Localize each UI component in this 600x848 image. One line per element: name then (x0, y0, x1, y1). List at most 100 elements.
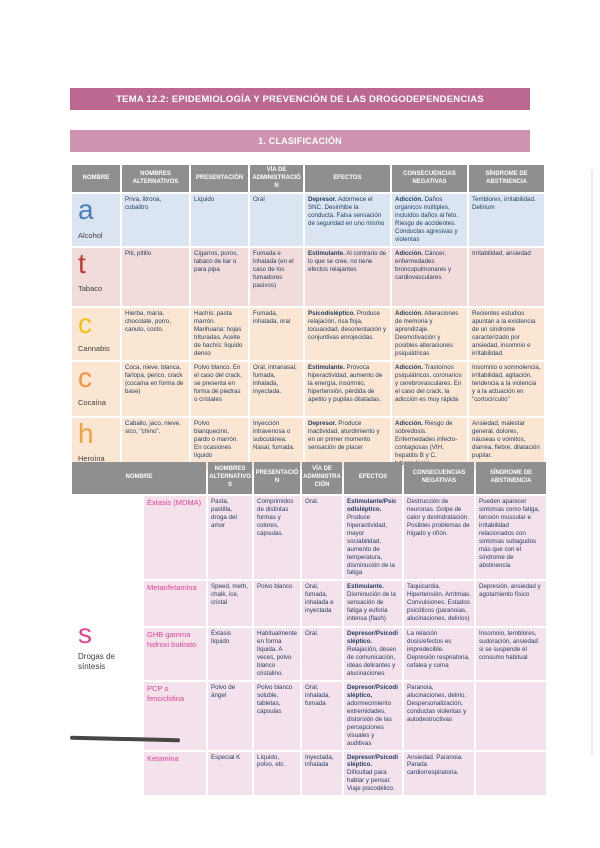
cell-efectos: Estimulante. Disminución de la sensación… (344, 581, 403, 627)
cell-alternativos: Priva, litrona, cubalitro (122, 194, 189, 247)
cell-presentacion: Polvo blanco. En el caso del crack, se p… (191, 362, 248, 417)
cell-sindrome: Irritabilidad, ansiedad (469, 248, 544, 307)
column-header-nombre: NOMBRE (72, 165, 120, 193)
cell-efectos: Depresor/Psicodisléptico. Relajación, de… (344, 628, 403, 680)
efectos-text: Al contrario de lo que se cree, no tiene… (308, 250, 387, 273)
cell-consecuencias: Adicción. Trastornos psiquiátricos, coro… (392, 362, 467, 417)
efectos-lead: Depresor/Psicodisléptico. (347, 630, 398, 646)
cell-consecuencias: Adicción. Daños orgánicos múltiples, inc… (392, 194, 467, 247)
cell-presentacion: Habitualmente en forma líquida. A veces,… (254, 628, 301, 680)
consecuencias-text: Daños orgánicos múltiples, incluidos dañ… (395, 196, 458, 244)
column-header-consecuencias: CONSECUENCIAS NEGATIVAS (392, 165, 467, 193)
cell-via: Fumada e inhalada (en el caso de los fum… (250, 248, 303, 307)
cell-via: Oral, fumada, inhalada e inyectada (302, 581, 343, 627)
cell-via: Oral (250, 194, 303, 247)
consecuencias-text: Trastornos psiquiátricos, coronarios y c… (395, 364, 462, 403)
drug-initial: h (78, 418, 94, 450)
cell-efectos: Estimulante. Al contrario de lo que se c… (305, 248, 390, 307)
cell-presentacion: Polvo blanquecino, pardo o marrón. En oc… (191, 418, 248, 470)
drug-initial: t (78, 248, 86, 280)
column-header-presentacion: PRESENTACIÓN (191, 165, 248, 193)
consecuencias-lead: Adicción. (395, 196, 423, 204)
consecuencias-text: Ansiedad. Paranoia. Parada cardiorrespir… (407, 753, 463, 777)
consecuencias-text: Destrucción de neuronas. Golpe de calor … (407, 498, 470, 537)
drug-name: Alcohol (78, 230, 103, 240)
table-row-extasis: s Drogas de síntesis Éxtasis (MDMA) Past… (72, 496, 547, 796)
cell-alternativos: Speed, meth, chalk, ice, cristal (208, 581, 253, 627)
cell-presentacion: Cigarros, puros, tabaco de liar o para p… (191, 248, 248, 307)
page-title: TEMA 12.2: EPIDEMIOLOGÍA Y PREVENCIÓN DE… (70, 88, 530, 110)
efectos-lead: Psicodisléptico. (308, 310, 356, 318)
drug-letter-cell: c Cocaína (72, 362, 120, 417)
table-header-row: NOMBRE NOMBRES ALTERNATIVOS PRESENTACIÓN… (72, 165, 544, 193)
cell-consecuencias: Adicción. Alteraciones de memoria y apre… (392, 308, 467, 361)
cell-sindrome (476, 682, 547, 750)
table-row-tabaco: t Tabaco Piti, pitillo Cigarros, puros, … (72, 248, 544, 307)
drug-initial: c (78, 308, 92, 340)
drugs-table-synthetic: NOMBRE NOMBRES ALTERNATIVOS PRESENTACIÓN… (70, 460, 548, 797)
drug-name: Heroína (78, 454, 105, 464)
cell-consecuencias: La relación dosis/efectos es impredecibl… (404, 628, 475, 680)
cell-sindrome: Depresión, ansiedad y agotamiento físico (476, 581, 547, 627)
efectos-lead: Estimulante. (347, 583, 384, 591)
column-header-alternativos: NOMBRES ALTERNATIVOS (122, 165, 189, 193)
column-header-efectos: EFECTOS (305, 165, 390, 193)
cell-alternativos: Especial K (208, 751, 253, 796)
drug-letter-cell: c Cannabis (72, 308, 120, 361)
cell-alternativos: Caballo, jaco, nieve, sico, "chino". (122, 418, 189, 470)
cell-sindrome: Temblores, irritabilidad. Delirium (469, 194, 544, 247)
cell-nombre: Ketamina (144, 751, 207, 796)
cell-alternativos: Hierba, maría, chocolate, porro, canuto,… (122, 308, 189, 361)
consecuencias-lead: Adicción. (395, 250, 423, 258)
efectos-text: Produce relajación, risa floja, locuacid… (308, 310, 387, 341)
efectos-text: Produce hiperactividad, mayor sociabilid… (347, 513, 395, 577)
efectos-text: Relajación, deseo de comunicación, ideas… (347, 646, 397, 678)
drug-name: Cannabis (78, 344, 110, 354)
consecuencias-text: Taquicardia. Hipertensión. Arritmias. Co… (407, 583, 471, 623)
cell-efectos: Psicodisléptico. Produce relajación, ris… (305, 308, 390, 361)
section-heading: 1. CLASIFICACIÓN (70, 130, 530, 152)
column-header-presentacion: PRESENTACIÓN (254, 462, 301, 494)
drug-group-cell: s Drogas de síntesis (72, 496, 142, 796)
cell-consecuencias: Taquicardia. Hipertensión. Arritmias. Co… (404, 581, 475, 627)
cell-nombre: GHB gamma hidroxi butirato (144, 628, 207, 680)
efectos-lead: Estimulante. (308, 364, 345, 372)
cell-sindrome: Recientes estudios apuntan a la existenc… (469, 308, 544, 361)
cell-sindrome (476, 751, 547, 796)
efectos-lead: Estimulante. (308, 250, 345, 258)
cell-via: Oral. (302, 496, 343, 580)
cell-via: Oral, intranasal, fumada, inhalada, inye… (250, 362, 303, 417)
efectos-text: Disminución de la sensación de fatiga y … (347, 591, 396, 623)
column-header-sindrome: SÍNDROME DE ABSTINENCIA (476, 462, 547, 494)
drug-letter-cell: a Alcohol (72, 194, 120, 247)
cell-efectos: Depresor. Adormece el SNC. Desinhibe la … (305, 194, 390, 247)
cell-sindrome: Insomnio, temblores, sudoración, ansieda… (476, 628, 547, 680)
efectos-text: Provoca hiperactividad, aumento de la en… (308, 364, 383, 403)
consecuencias-lead: Adicción. (395, 310, 423, 318)
cell-presentacion: Polvo blanco soluble, tabletas, cápsulas (254, 682, 301, 750)
drug-letter-cell: t Tabaco (72, 248, 120, 307)
column-header-via: VÍA DE ADMINISTRACIÓN (302, 462, 343, 494)
efectos-text: Produce inactividad, aturdimiento y en u… (308, 420, 380, 451)
cell-via: Inyección intravenosa o subcutánea. Nasa… (250, 418, 303, 470)
efectos-lead: Estimulante/Psicodisléptico. (347, 498, 397, 513)
efectos-text: adormecimiento extremidades, distorsión … (347, 699, 392, 747)
efectos-text: Adormece el SNC. Desinhibe la conducta. … (308, 196, 385, 228)
cell-efectos: Depresor/Psicodisléptico. Dificultad par… (344, 751, 403, 796)
cell-via: Oral. (302, 628, 343, 680)
cell-via: Fumada, inhalada, oral (250, 308, 303, 361)
table-row-cocaina: c Cocaína Coca, nieve, blanca, farlopa, … (72, 362, 544, 417)
cell-presentacion: Polvo blanco (254, 581, 301, 627)
cell-nombre: Éxtasis (MDMA) (144, 496, 207, 580)
consecuencias-lead: Adicción. (395, 420, 423, 428)
cell-alternativos: Polvo de ángel (208, 682, 253, 750)
table-row-alcohol: a Alcohol Priva, litrona, cubalitro Líqu… (72, 194, 544, 247)
column-header-via: VÍA DE ADMINISTRACIÓN (250, 165, 303, 193)
cell-presentacion: Líquido, polvo, etc. (254, 751, 301, 796)
cell-consecuencias: Destrucción de neuronas. Golpe de calor … (404, 496, 475, 580)
cell-efectos: Estimulante/Psicodisléptico. Produce hip… (344, 496, 403, 580)
cell-presentacion: Hachís: pasta marrón. Marihuana: hojas t… (191, 308, 248, 361)
table-header-row: NOMBRE NOMBRES ALTERNATIVOS PRESENTACIÓN… (72, 462, 547, 494)
consecuencias-text: Paranoia, alucinaciones, delirio. Desper… (407, 684, 467, 723)
cell-nombre: Metanfetamina (144, 581, 207, 627)
